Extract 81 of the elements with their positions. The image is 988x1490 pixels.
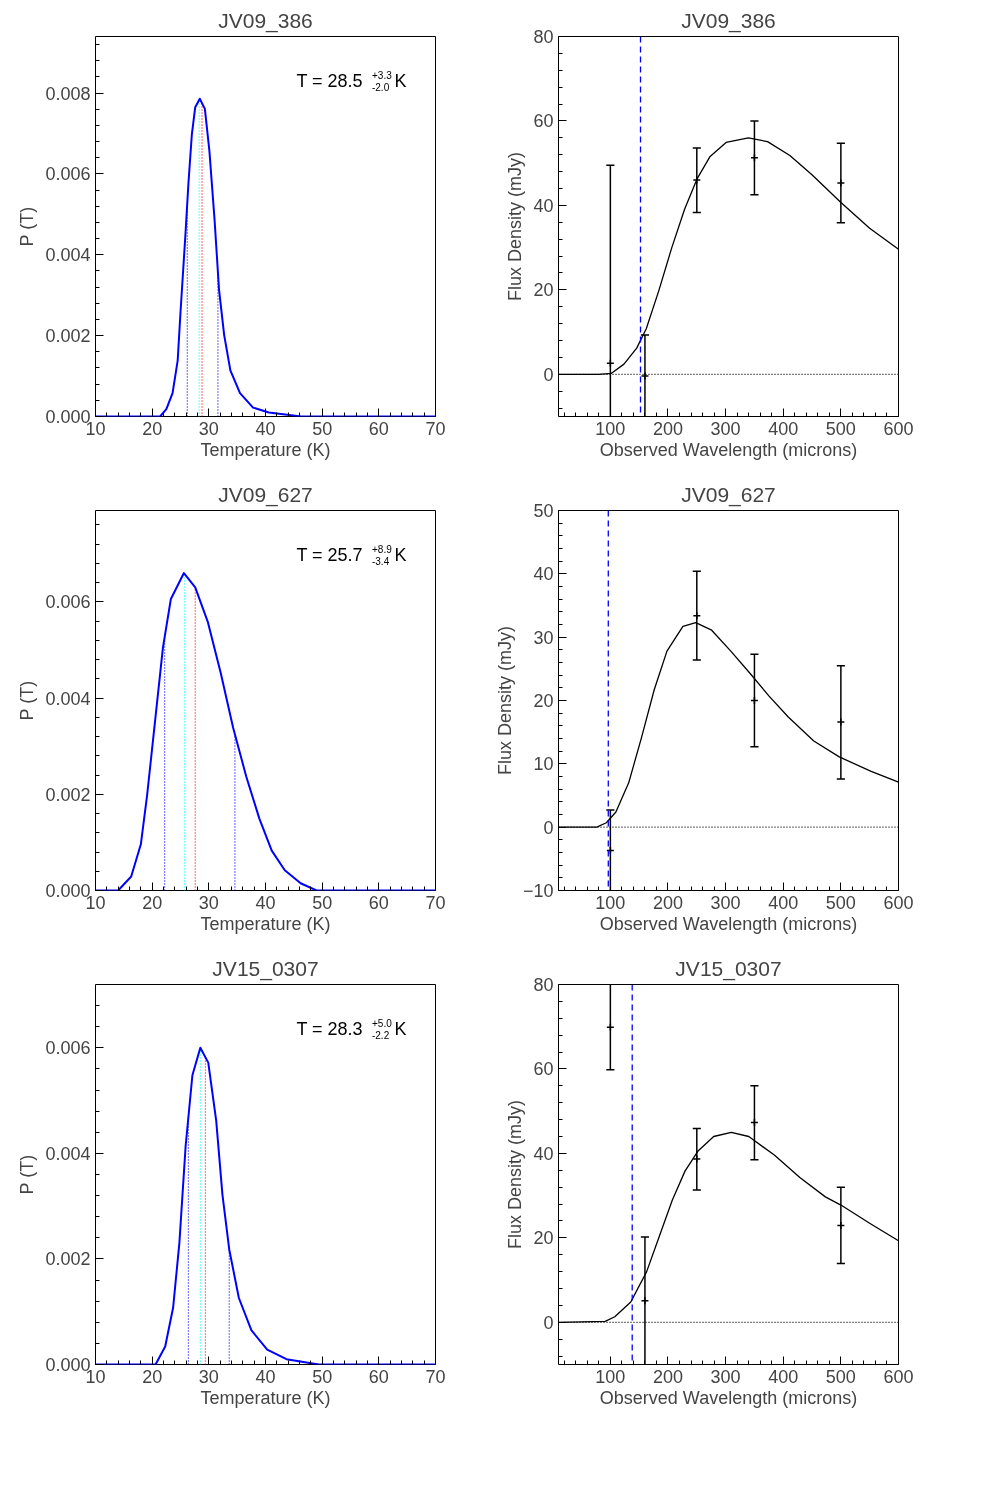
y-tick-label: 40: [533, 195, 554, 216]
x-tick-label: 30: [198, 892, 219, 913]
x-tick-label: 70: [425, 418, 446, 439]
y-tick-label: 20: [533, 691, 554, 711]
x-tick-label: 20: [142, 892, 163, 913]
x-tick-label: 200: [652, 1366, 684, 1387]
x-axis-title: Observed Wavelength (microns): [599, 439, 858, 460]
x-tick-label: 20: [142, 418, 163, 439]
x-tick-label: 70: [425, 1366, 446, 1387]
x-tick-label: 40: [255, 892, 276, 913]
y-tick-label: 0.004: [45, 245, 91, 266]
x-tick-label: 400: [768, 1366, 799, 1387]
y-axis-title: P (T): [17, 680, 38, 721]
y-tick-label: 0: [543, 1312, 554, 1333]
x-tick-label: 30: [198, 418, 219, 439]
x-tick-label: 200: [652, 892, 684, 913]
x-tick-label: 100: [595, 892, 626, 913]
y-tick-label: 0.006: [45, 592, 91, 613]
y-tick-label: 0.002: [45, 1249, 91, 1270]
x-tick-label: 30: [198, 1366, 219, 1387]
y-tick-label: 0.004: [45, 1143, 91, 1164]
y-tick-label: 0.008: [45, 83, 91, 104]
x-tick-label: 50: [312, 1366, 333, 1387]
x-tick-label: 60: [368, 418, 389, 439]
x-tick-label: 300: [710, 418, 741, 439]
x-axis-title: Observed Wavelength (microns): [599, 913, 858, 934]
y-axis-title: Flux Density (mJy): [505, 151, 526, 301]
y-tick-label: 40: [533, 564, 554, 585]
x-axis-title: Observed Wavelength (microns): [599, 1387, 858, 1408]
x-tick-label: 500: [825, 418, 856, 439]
y-tick-label: 60: [533, 111, 554, 132]
y-axis-title: P (T): [17, 206, 38, 247]
y-tick-label: −10: [522, 881, 554, 901]
chart-title: JV09_627: [681, 482, 776, 507]
x-tick-label: 60: [368, 892, 389, 913]
chart-title: JV09_386: [681, 8, 776, 33]
x-axis-title: Temperature (K): [200, 913, 331, 934]
y-axis-title: Flux Density (mJy): [494, 625, 515, 775]
x-tick-label: 40: [255, 418, 276, 439]
chart-title: JV09_627: [218, 482, 313, 507]
x-axis-title: Temperature (K): [200, 1387, 331, 1408]
y-tick-label: 0.006: [45, 1038, 91, 1059]
y-tick-label: 0: [543, 817, 554, 838]
x-tick-label: 60: [368, 1366, 389, 1387]
y-tick-label: 80: [533, 975, 554, 995]
chart-title: JV15_0307: [212, 956, 319, 981]
x-tick-label: 400: [768, 418, 799, 439]
y-tick-label: 40: [533, 1143, 554, 1164]
y-tick-label: 80: [533, 27, 554, 47]
y-axis-title: Flux Density (mJy): [505, 1099, 526, 1249]
y-tick-label: 0.006: [45, 164, 91, 185]
x-axis-title: Temperature (K): [200, 439, 331, 460]
x-tick-label: 600: [883, 892, 914, 913]
x-tick-label: 500: [825, 892, 856, 913]
x-tick-label: 100: [595, 1366, 626, 1387]
y-tick-label: 50: [533, 501, 554, 521]
x-tick-label: 70: [425, 892, 446, 913]
x-tick-label: 40: [255, 1366, 276, 1387]
x-tick-label: 500: [825, 1366, 856, 1387]
y-tick-label: 0.002: [45, 326, 91, 347]
y-axis-title: P (T): [17, 1154, 38, 1195]
chart-title: JV09_386: [218, 8, 313, 33]
y-tick-label: 20: [533, 280, 554, 301]
y-tick-label: 0: [543, 364, 554, 385]
x-tick-label: 600: [883, 1366, 914, 1387]
x-tick-label: 300: [710, 1366, 741, 1387]
x-tick-label: 400: [768, 892, 799, 913]
y-tick-label: 0.002: [45, 784, 91, 805]
x-tick-label: 50: [312, 892, 333, 913]
y-tick-label: 20: [533, 1228, 554, 1249]
x-tick-label: 300: [710, 892, 741, 913]
x-tick-label: 50: [312, 418, 333, 439]
x-tick-label: 100: [595, 418, 626, 439]
chart-title: JV15_0307: [675, 956, 782, 981]
x-tick-label: 20: [142, 1366, 163, 1387]
y-tick-label: 30: [533, 627, 554, 648]
x-tick-label: 600: [883, 418, 914, 439]
x-tick-label: 200: [652, 418, 684, 439]
y-tick-label: 0.004: [45, 688, 91, 709]
y-tick-label: 60: [533, 1059, 554, 1080]
y-tick-label: 10: [533, 754, 554, 775]
